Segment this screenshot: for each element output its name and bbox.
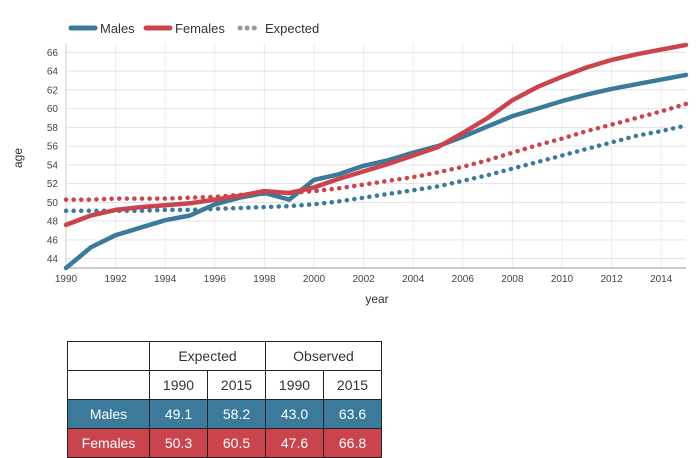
y-tick-label: 52: [47, 179, 59, 190]
series-line-males-males: [63, 72, 689, 271]
legend-label-females: Females: [175, 21, 225, 36]
y-tick-label: 54: [47, 160, 59, 171]
table-group-header-row: Expected Observed: [67, 341, 382, 371]
x-tick-label: 2014: [650, 274, 673, 285]
x-tick-label: 2000: [303, 274, 326, 285]
chart-axes: 44 46 48 50 52 54 56 58 60 62 64 66 1990 1992 1994 1996…: [47, 43, 686, 285]
legend-item-males[interactable]: Males: [68, 21, 135, 36]
table-corner-cell: [67, 341, 150, 371]
legend-item-expected[interactable]: Expected: [237, 21, 319, 36]
x-tick-label: 2006: [452, 274, 475, 285]
x-axis-title: year: [365, 292, 388, 306]
table-cell: 63.6: [323, 399, 382, 429]
y-tick-label: 66: [47, 48, 59, 59]
table-cell: 49.1: [149, 399, 208, 429]
legend-item-females[interactable]: Females: [143, 21, 225, 36]
x-tick-label: 2008: [501, 274, 524, 285]
table-cell: 43.0: [265, 399, 324, 429]
table-row-females: Females 50.3 60.5 47.6 66.8: [67, 428, 382, 458]
x-tick-label: 1996: [204, 274, 227, 285]
table-header-observed: Observed: [265, 341, 382, 371]
table-year-header: 2015: [207, 370, 266, 400]
y-tick-label: 62: [47, 85, 59, 96]
line-chart: Males Females Expected 44 46 48 50 52 54 56 58 6…: [11, 21, 689, 306]
x-tick-label: 1990: [55, 274, 78, 285]
x-tick-label: 2010: [551, 274, 574, 285]
x-tick-label: 2004: [402, 274, 425, 285]
table-year-header: 1990: [265, 370, 324, 400]
table-header-expected: Expected: [149, 341, 266, 371]
x-tick-label: 1994: [154, 274, 177, 285]
series-line-females-females: [63, 42, 689, 228]
y-tick-label: 46: [47, 235, 59, 246]
table-cell: 66.8: [323, 428, 382, 458]
y-axis-title: age: [11, 148, 25, 168]
legend-label-expected: Expected: [265, 21, 319, 36]
summary-table: Expected Observed 1990 2015 1990 2015 Ma…: [67, 341, 382, 458]
table-cell: 47.6: [265, 428, 324, 458]
y-tick-label: 48: [47, 217, 59, 228]
y-tick-label: 64: [47, 67, 59, 78]
table-row-label: Females: [67, 428, 150, 458]
series-line-expected-males: [63, 123, 689, 214]
table-year-header: 1990: [149, 370, 208, 400]
table-cell: 50.3: [149, 428, 208, 458]
legend-label-males: Males: [100, 21, 135, 36]
x-tick-label: 1998: [253, 274, 276, 285]
table-cell: 58.2: [207, 399, 266, 429]
chart-series: [63, 42, 689, 271]
series-line-expected-females: [63, 101, 689, 202]
y-tick-label: 56: [47, 142, 59, 153]
x-tick-label: 2012: [600, 274, 623, 285]
table-year-header-row: 1990 2015 1990 2015: [67, 370, 382, 400]
y-tick-label: 60: [47, 104, 59, 115]
y-tick-label: 44: [47, 254, 59, 265]
table-row-label: Males: [67, 399, 150, 429]
chart-legend: Males Females Expected: [68, 21, 319, 36]
table-year-header: 2015: [323, 370, 382, 400]
x-tick-label: 1992: [104, 274, 127, 285]
table-corner-cell: [67, 370, 150, 400]
table-cell: 60.5: [207, 428, 266, 458]
y-tick-label: 58: [47, 123, 59, 134]
table-row-males: Males 49.1 58.2 43.0 63.6: [67, 399, 382, 429]
chart-grid: [65, 43, 686, 268]
y-tick-label: 50: [47, 198, 59, 209]
x-tick-label: 2002: [352, 274, 375, 285]
